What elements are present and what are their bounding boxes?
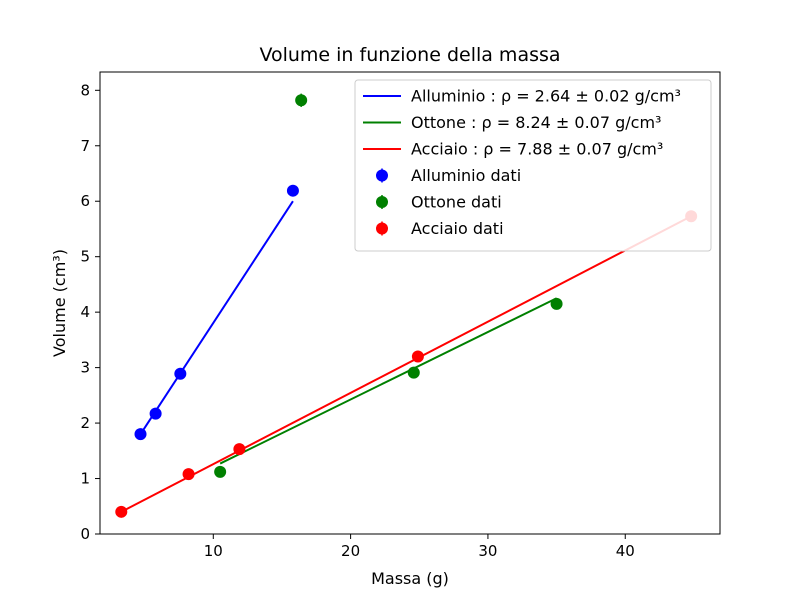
data-point [295,94,308,107]
y-tick-label: 3 [80,359,90,377]
legend-label: Alluminio dati [411,166,521,185]
fit-line [219,297,558,465]
data-point [286,184,299,197]
plot-area [115,93,698,518]
y-tick-label: 7 [80,137,90,155]
data-point [407,366,420,379]
x-axis-label: Massa (g) [371,569,449,588]
y-tick-label: 2 [80,414,90,432]
chart-title: Volume in funzione della massa [259,44,560,66]
legend-marker-swatch [376,169,388,182]
data-point [411,350,424,363]
legend-label: Alluminio : ρ = 2.64 ± 0.02 g/cm³ [411,87,681,106]
legend: Alluminio : ρ = 2.64 ± 0.02 g/cm³ Ottone … [354,79,712,252]
y-tick-label: 5 [80,248,90,266]
data-point [233,443,246,456]
x-tick-label: 20 [341,542,360,560]
axes-frame [99,71,721,535]
data-point [550,297,563,310]
data-point [149,407,162,420]
fit-line [139,200,294,435]
x-tick-label: 40 [616,542,635,560]
x-tick-label: 10 [204,542,223,560]
y-tick-label: 0 [80,525,90,543]
x-axis: 10 20 30 40 [204,534,635,560]
y-axis-label: Volume (cm³) [50,249,69,357]
x-tick-label: 30 [478,542,497,560]
legend-label: Acciaio : ρ = 7.88 ± 0.07 g/cm³ [411,140,663,159]
data-point [214,465,227,478]
legend-marker-swatch [376,222,388,235]
data-point [182,468,195,481]
fit-line [120,215,692,513]
data-point [174,367,187,380]
y-axis: 0 1 2 3 4 5 6 7 8 [80,81,100,543]
legend-box [354,79,712,252]
legend-label: Ottone dati [411,193,502,212]
legend-marker-swatch [376,196,388,208]
legend-label: Acciaio dati [411,219,504,238]
y-tick-label: 6 [80,192,90,210]
y-tick-label: 1 [80,470,90,488]
y-tick-label: 4 [80,303,90,321]
legend-label: Ottone : ρ = 8.24 ± 0.07 g/cm³ [411,113,661,132]
data-point [134,428,147,441]
y-tick-label: 8 [80,81,90,99]
data-point [115,505,128,518]
